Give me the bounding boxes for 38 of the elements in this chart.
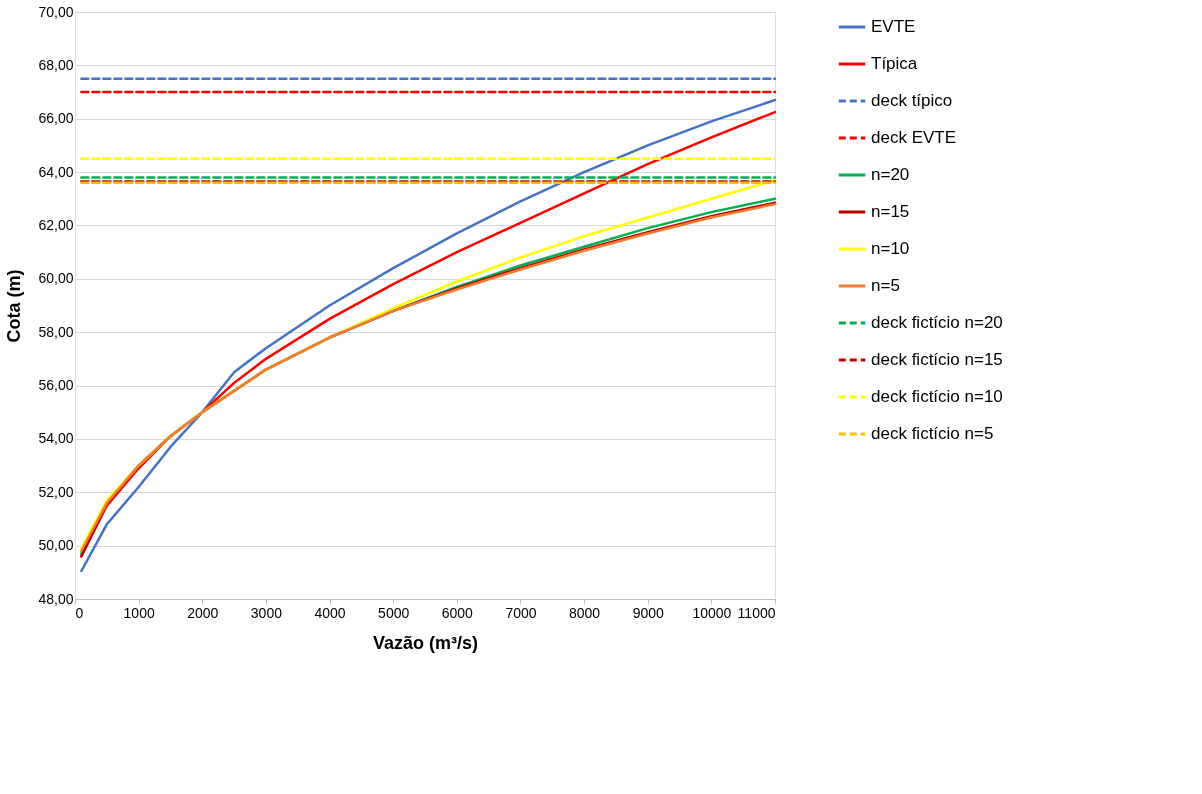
x-tick-label: 1000 <box>123 604 155 621</box>
y-tick-label: 54,00 <box>38 430 74 447</box>
legend-label: deck fictício n=15 <box>871 350 1003 369</box>
x-tick-label: 2000 <box>187 604 219 621</box>
x-axis-title: Vazão (m³/s) <box>372 632 479 653</box>
x-tick-label: 7000 <box>505 604 537 621</box>
legend-label: n=20 <box>871 165 910 184</box>
legend-label: n=15 <box>871 202 910 221</box>
legend-label: deck EVTE <box>871 128 957 147</box>
y-axis-title: Cota (m) <box>4 269 25 343</box>
x-tick-label: 10000 <box>692 604 732 621</box>
y-tick-label: 66,00 <box>38 110 74 127</box>
y-tick-label: 52,00 <box>38 483 74 500</box>
y-tick-label: 60,00 <box>38 270 74 287</box>
x-tick-label: 5000 <box>378 604 410 621</box>
y-tick-label: 48,00 <box>38 590 74 607</box>
legend-label: Típica <box>871 54 918 73</box>
legend-label: EVTE <box>871 17 916 36</box>
legend-label: deck fictício n=10 <box>871 387 1003 406</box>
y-tick-label: 68,00 <box>38 56 74 73</box>
legend-label: n=10 <box>871 239 910 258</box>
x-tick-label: 3000 <box>250 604 283 621</box>
y-tick-label: 70,00 <box>38 3 74 20</box>
x-tick-label: 4000 <box>314 604 346 621</box>
y-tick-label: 50,00 <box>38 537 74 554</box>
y-tick-label: 56,00 <box>38 377 74 394</box>
y-tick-label: 58,00 <box>38 323 74 340</box>
legend-label: deck fictício n=5 <box>871 424 994 443</box>
x-tick-label: 8000 <box>569 604 601 621</box>
y-tick-label: 64,00 <box>38 163 74 180</box>
y-tick-label: 62,00 <box>38 216 74 233</box>
legend-label: deck típico <box>871 91 953 110</box>
x-tick-label: 9000 <box>632 604 665 621</box>
x-tick-label: 11000 <box>737 604 776 621</box>
x-tick-label: 0 <box>75 604 84 621</box>
legend-label: deck fictício n=20 <box>871 313 1003 332</box>
legend-label: n=5 <box>871 276 900 295</box>
x-tick-label: 6000 <box>441 604 474 621</box>
